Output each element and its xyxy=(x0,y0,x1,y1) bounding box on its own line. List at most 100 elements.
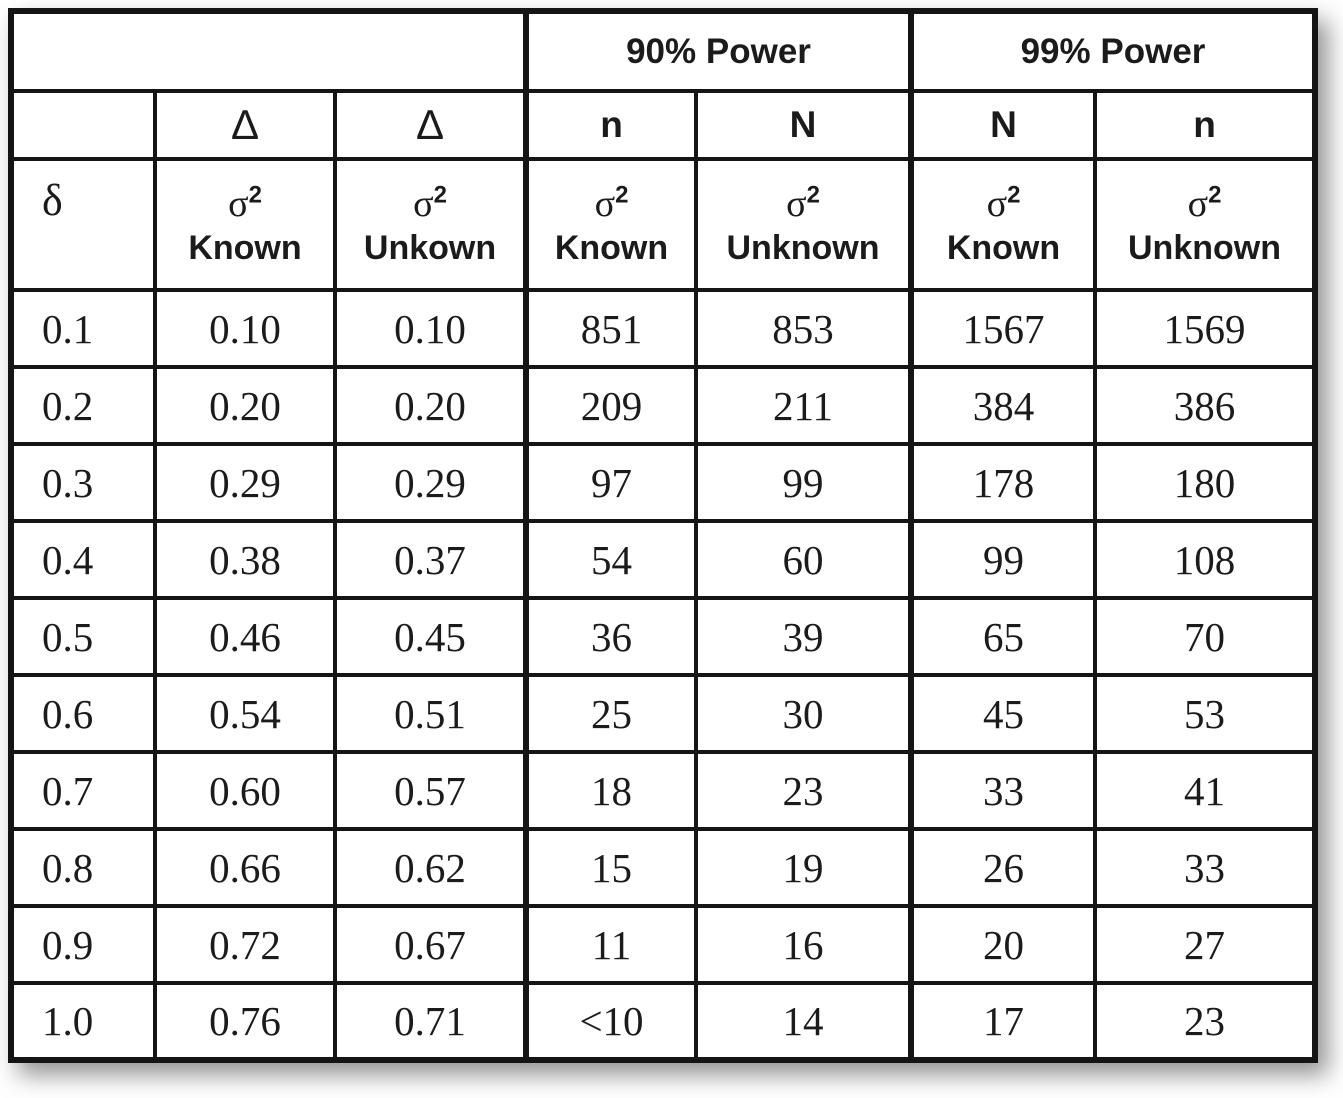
power-header-row: 90% Power 99% Power xyxy=(9,9,1317,93)
data-cell: 0.45 xyxy=(333,596,528,677)
data-cell: 33 xyxy=(1093,827,1317,908)
table-row: 0.1 0.10 0.10 851 853 1567 1569 xyxy=(9,288,1317,369)
data-cell: 23 xyxy=(1093,981,1317,1062)
data-cell: 70 xyxy=(1093,596,1317,677)
data-cell: 0.57 xyxy=(333,750,528,831)
delta-value-cell: 1.0 xyxy=(9,981,157,1062)
delta-value-cell: 0.4 xyxy=(9,519,157,600)
data-cell: 0.46 xyxy=(153,596,337,677)
data-cell: 53 xyxy=(1093,673,1317,754)
col-header-n-90-known: n xyxy=(523,89,698,161)
data-cell: 0.20 xyxy=(153,365,337,446)
sigma-header-unknown-3: σ2 Unknown xyxy=(1093,157,1317,292)
sigma-squared-symbol: σ2 xyxy=(786,180,820,225)
sigma-squared-symbol: σ2 xyxy=(594,180,629,225)
data-cell: 0.37 xyxy=(333,519,528,600)
data-cell: 18 xyxy=(523,750,698,831)
table-row: 0.9 0.72 0.67 11 16 20 27 xyxy=(9,904,1317,985)
data-cell: 97 xyxy=(523,442,698,523)
power-sample-size-table: 90% Power 99% Power Δ Δ n N N n δ σ2 Kno… xyxy=(8,8,1318,1063)
table-row: 0.7 0.60 0.57 18 23 33 41 xyxy=(9,750,1317,831)
data-cell: 27 xyxy=(1093,904,1317,985)
data-cell: 108 xyxy=(1093,519,1317,600)
data-cell: 180 xyxy=(1093,442,1317,523)
sigma-header-unknown-2: σ2 Unknown xyxy=(694,157,913,292)
data-cell: 15 xyxy=(523,827,698,908)
table-row: 0.6 0.54 0.51 25 30 45 53 xyxy=(9,673,1317,754)
delta-value-cell: 0.5 xyxy=(9,596,157,677)
table-row: 0.2 0.20 0.20 209 211 384 386 xyxy=(9,365,1317,446)
data-cell: 1569 xyxy=(1093,288,1317,369)
data-cell: 178 xyxy=(908,442,1097,523)
col-header-N-90-unknown: N xyxy=(694,89,913,161)
data-cell: 54 xyxy=(523,519,698,600)
table-row: 0.4 0.38 0.37 54 60 99 108 xyxy=(9,519,1317,600)
data-cell: 1567 xyxy=(908,288,1097,369)
data-cell: 0.67 xyxy=(333,904,528,985)
data-cell: 386 xyxy=(1093,365,1317,446)
data-cell: 23 xyxy=(694,750,913,831)
col-header-delta-known: Δ xyxy=(153,89,337,161)
data-cell: 19 xyxy=(694,827,913,908)
sigma-header-known-2: σ2 Known xyxy=(523,157,698,292)
blank-cell xyxy=(9,89,157,161)
sigma-known-label: Known xyxy=(188,228,302,267)
data-cell: 11 xyxy=(523,904,698,985)
data-cell: 0.54 xyxy=(153,673,337,754)
data-cell: 211 xyxy=(694,365,913,446)
data-cell: 20 xyxy=(908,904,1097,985)
data-cell: 36 xyxy=(523,596,698,677)
sigma-header-unknown-1: σ2 Unkown xyxy=(333,157,528,292)
table-row: 0.3 0.29 0.29 97 99 178 180 xyxy=(9,442,1317,523)
sigma-squared-symbol: σ2 xyxy=(986,180,1021,225)
delta-value-cell: 0.9 xyxy=(9,904,157,985)
data-cell: 25 xyxy=(523,673,698,754)
sigma-unknown-label: Unkown xyxy=(363,228,497,267)
sigma-header-known-3: σ2 Known xyxy=(908,157,1097,292)
table-row: 1.0 0.76 0.71 <10 14 17 23 xyxy=(9,981,1317,1062)
data-cell: 30 xyxy=(694,673,913,754)
data-cell: 851 xyxy=(523,288,698,369)
data-cell: 0.71 xyxy=(333,981,528,1062)
data-cell: 45 xyxy=(908,673,1097,754)
data-cell: 0.29 xyxy=(333,442,528,523)
data-cell: 853 xyxy=(694,288,913,369)
sigma-unknown-label: Unknown xyxy=(1128,228,1281,267)
variable-header-row: Δ Δ n N N n xyxy=(9,89,1317,161)
delta-value-cell: 0.6 xyxy=(9,673,157,754)
data-cell: 60 xyxy=(694,519,913,600)
delta-value-cell: 0.3 xyxy=(9,442,157,523)
delta-value-cell: 0.2 xyxy=(9,365,157,446)
delta-value-cell: 0.1 xyxy=(9,288,157,369)
delta-value-cell: 0.7 xyxy=(9,750,157,831)
data-cell: 0.62 xyxy=(333,827,528,908)
data-cell: 0.72 xyxy=(153,904,337,985)
data-cell: 0.76 xyxy=(153,981,337,1062)
sigma-header-known-1: σ2 Known xyxy=(153,157,337,292)
data-cell: 0.66 xyxy=(153,827,337,908)
data-cell: 384 xyxy=(908,365,1097,446)
row-header-delta: δ xyxy=(9,157,157,292)
data-cell: 16 xyxy=(694,904,913,985)
data-cell: 0.29 xyxy=(153,442,337,523)
data-cell: 99 xyxy=(694,442,913,523)
data-cell: 0.10 xyxy=(153,288,337,369)
sigma-known-label: Known xyxy=(946,228,1061,267)
capital-delta-symbol: Δ xyxy=(230,101,260,148)
sigma-header-row: δ σ2 Known σ2 Unkown σ2 Known σ2 Unknown… xyxy=(9,157,1317,292)
data-cell: 33 xyxy=(908,750,1097,831)
sigma-known-label: Known xyxy=(554,228,669,267)
data-cell: 0.20 xyxy=(333,365,528,446)
group-header-99-power: 99% Power xyxy=(908,9,1317,93)
delta-value-cell: 0.8 xyxy=(9,827,157,908)
data-cell: 39 xyxy=(694,596,913,677)
data-cell: 0.38 xyxy=(153,519,337,600)
data-cell: 0.10 xyxy=(333,288,528,369)
data-cell: 0.51 xyxy=(333,673,528,754)
group-header-90-power: 90% Power xyxy=(523,9,913,93)
data-cell: 65 xyxy=(908,596,1097,677)
sigma-squared-symbol: σ2 xyxy=(228,180,262,225)
data-cell: 14 xyxy=(694,981,913,1062)
col-header-delta-unknown: Δ xyxy=(333,89,528,161)
